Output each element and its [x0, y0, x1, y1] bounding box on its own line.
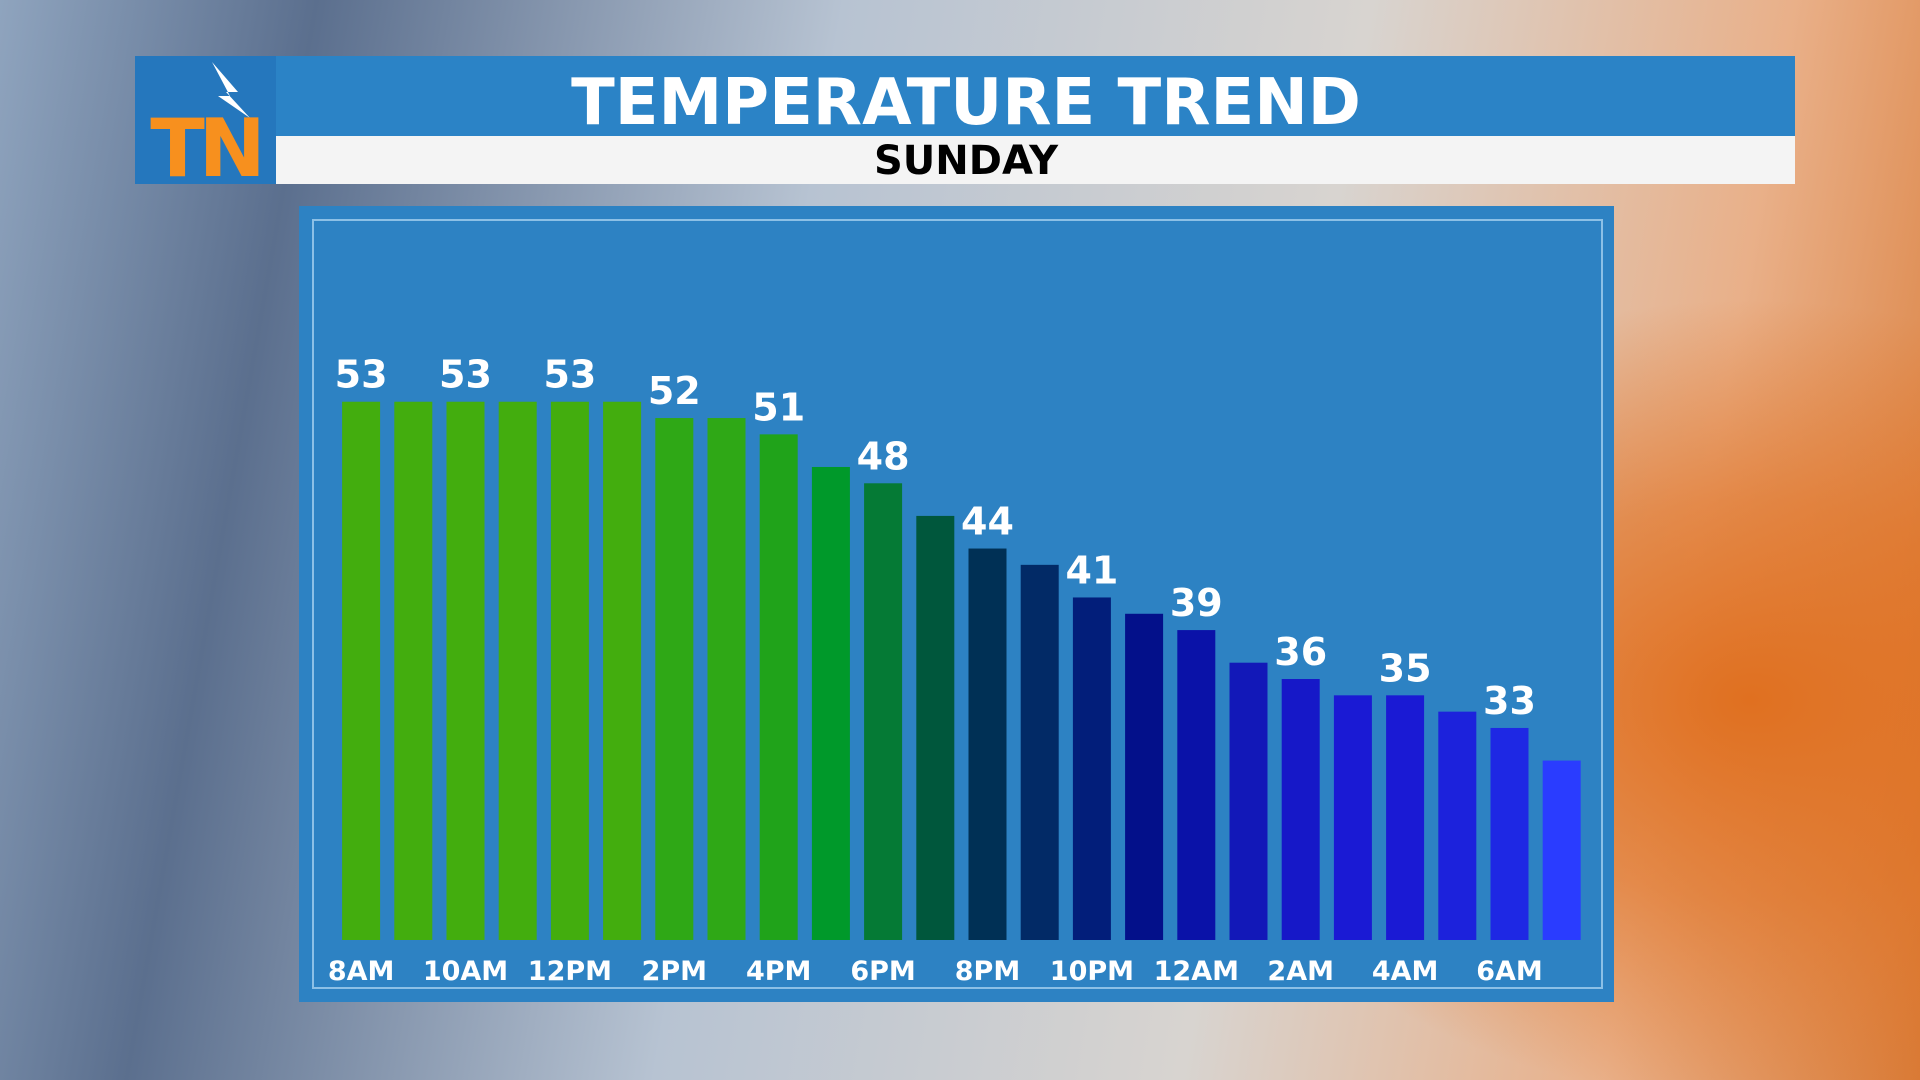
x-tick-label: 2PM	[642, 956, 707, 987]
data-label: 44	[961, 500, 1014, 544]
bar	[811, 466, 850, 940]
bar	[550, 401, 589, 940]
x-tick-label: 6AM	[1476, 956, 1543, 987]
data-label: 48	[857, 434, 910, 478]
bar	[1125, 613, 1164, 940]
bar	[446, 401, 485, 940]
data-label: 41	[1065, 548, 1118, 592]
bar	[1333, 695, 1372, 940]
bar	[655, 418, 694, 940]
x-tick-label: 8PM	[955, 956, 1020, 987]
x-tick-label: 2AM	[1267, 956, 1334, 987]
bar	[707, 418, 746, 940]
plot: 53 8AM 53 10AM 53 12PM 52 2PM 51 4PM 48 6PM 44 8PM 41 1…	[328, 353, 1581, 987]
x-tick-label: 10PM	[1050, 956, 1134, 987]
logo-bolt	[212, 62, 250, 118]
subtitle-bar	[276, 136, 1795, 184]
data-label: 33	[1483, 679, 1536, 723]
bar	[1281, 679, 1320, 940]
data-label: 52	[648, 369, 701, 413]
bar	[1386, 695, 1425, 940]
bar	[1542, 760, 1581, 940]
bar	[1020, 564, 1059, 940]
bar	[1072, 597, 1111, 940]
chart-border	[312, 219, 1603, 989]
x-tick-label: 4PM	[746, 956, 811, 987]
bar	[759, 434, 798, 940]
data-label: 53	[543, 353, 596, 397]
subtitle: SUNDAY	[874, 138, 1059, 184]
data-label: 35	[1379, 646, 1432, 690]
title-bar	[135, 56, 1795, 136]
bar	[1177, 630, 1216, 940]
logo: TN	[150, 102, 260, 195]
bar	[916, 515, 955, 940]
x-tick-label: 4AM	[1372, 956, 1439, 987]
data-label: 53	[335, 353, 388, 397]
x-tick-label: 8AM	[328, 956, 395, 987]
data-label: 51	[752, 385, 805, 429]
x-tick-label: 6PM	[850, 956, 915, 987]
bar	[498, 401, 537, 940]
bar	[342, 401, 381, 940]
bar	[1438, 711, 1477, 940]
x-tick-label: 10AM	[423, 956, 508, 987]
bar	[864, 483, 903, 940]
bar	[1490, 727, 1529, 940]
bar	[1229, 662, 1268, 940]
data-label: 53	[439, 353, 492, 397]
logo-box	[135, 56, 276, 184]
x-tick-label: 12PM	[528, 956, 612, 987]
title: TEMPERATURE TREND	[571, 66, 1361, 140]
data-label: 39	[1170, 581, 1223, 625]
bar	[394, 401, 433, 940]
bar	[603, 401, 642, 940]
bar	[968, 548, 1007, 940]
x-tick-label: 12AM	[1154, 956, 1239, 987]
data-label: 36	[1274, 630, 1327, 674]
